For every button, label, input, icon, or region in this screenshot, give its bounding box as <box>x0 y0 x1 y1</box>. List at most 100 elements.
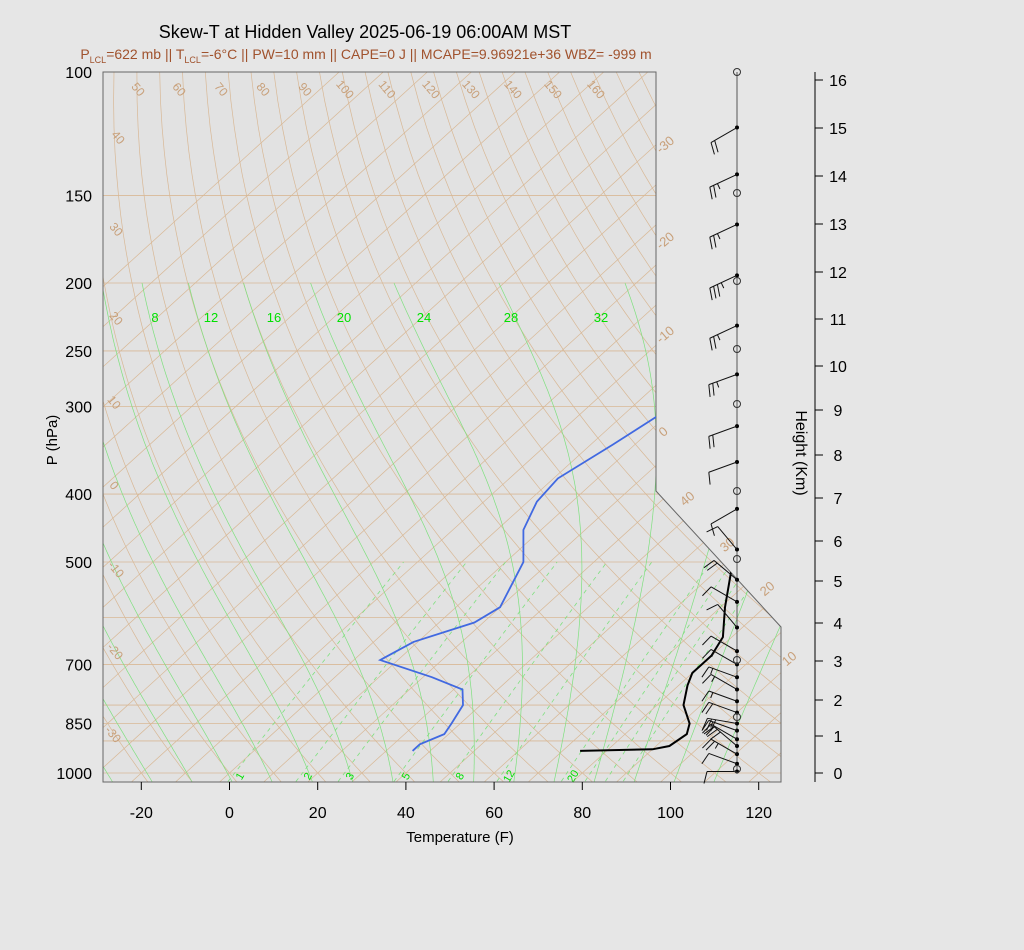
isotherm-label: -30 <box>653 133 677 157</box>
isotherm-label: -10 <box>653 323 677 347</box>
wind-barb-staff <box>710 723 738 740</box>
moist-adiabat-line <box>498 282 583 782</box>
dry-adiabat-line <box>227 72 645 782</box>
wind-barb-flag <box>710 731 721 740</box>
isotherm-line <box>748 72 781 782</box>
isotherm-line <box>103 72 737 782</box>
chart-subtitle: PLCL=622 mb || TLCL=-6°C || PW=10 mm || … <box>80 46 651 65</box>
moist-adiabat-line <box>141 282 355 782</box>
dry-adiabat-line <box>103 72 198 782</box>
isotherm-line <box>483 72 781 782</box>
wind-barb-flag <box>710 719 717 732</box>
mixing-ratio-bottom-label: 5 <box>400 771 413 782</box>
wind-barb-half-flag <box>716 381 720 388</box>
wind-barb-flag <box>702 649 712 659</box>
height-tick-label: 9 <box>834 403 843 420</box>
moist-adiabat-line <box>393 282 523 782</box>
wind-barb-flag <box>701 690 710 702</box>
mixing-ratio-top-label: 16 <box>267 310 281 325</box>
dry-adiabat-line <box>136 72 466 782</box>
wind-barb-flag <box>706 728 718 738</box>
wind-barb-flag <box>701 718 708 730</box>
wind-level-ring <box>733 713 741 721</box>
dry-adiabat-line <box>341 72 781 782</box>
height-tick-label: 1 <box>834 729 843 746</box>
wind-barb-flag <box>702 635 712 646</box>
height-tick-label: 6 <box>834 534 843 551</box>
height-tick-label: 3 <box>834 654 843 671</box>
moist-adiabat-line <box>711 282 781 782</box>
pressure-tick-label: 150 <box>65 188 92 205</box>
height-tick-label: 8 <box>834 448 843 465</box>
mixing-ratio-line <box>618 561 768 782</box>
mixing-ratio-top-label: 28 <box>504 310 518 325</box>
wind-barb-half-flag <box>714 743 719 749</box>
isotherm-line <box>219 72 781 782</box>
height-tick-label: 5 <box>834 574 843 591</box>
mixing-ratio-line <box>580 561 733 782</box>
wind-barb-half-flag <box>716 334 721 341</box>
background-line-labels: 8 12 16 20 24 28 321 2 3 5 8 12 20403020100-10-20-30… <box>102 77 799 785</box>
x-axis-label: Temperature (F) <box>406 829 514 846</box>
wind-barb-half-flag <box>711 651 716 657</box>
dry-adiabat-line <box>433 72 781 782</box>
height-tick-label: 0 <box>834 766 843 783</box>
dry-adiabat-line <box>296 72 779 782</box>
isotherm-line <box>103 72 384 782</box>
moist-adiabat-line <box>310 282 475 782</box>
wind-barb-flag <box>709 287 713 301</box>
wind-barb-staff <box>717 526 738 550</box>
dry-adiabat-line <box>478 72 781 782</box>
wind-barb-flag <box>702 738 712 749</box>
pressure-tick-label: 1000 <box>56 766 92 783</box>
wind-barb-flag <box>702 586 712 597</box>
x-tick-label: -20 <box>130 805 153 822</box>
mixing-ratio-bottom-label: 1 <box>234 771 247 782</box>
wind-barb-staff <box>717 604 738 628</box>
isotherm-label: 20 <box>757 578 778 599</box>
wind-barb-flag <box>702 723 712 734</box>
wind-barb-flag <box>705 740 716 751</box>
dry-adiabat-line <box>775 72 781 782</box>
wind-level-ring <box>733 656 741 664</box>
wind-barb-flag <box>709 338 713 351</box>
wind-barb-staff <box>710 508 738 525</box>
isotherm-label: 10 <box>779 648 800 669</box>
mixing-ratio-line <box>443 561 608 782</box>
x-tick-label: 40 <box>397 805 415 822</box>
dry-adiabat-line <box>364 72 781 782</box>
wind-level-dot <box>735 125 739 130</box>
wind-barb-staff <box>710 635 738 652</box>
pressure-tick-label: 200 <box>65 276 92 293</box>
pressure-tick-label: 700 <box>65 657 92 674</box>
pressure-tick-label: 400 <box>65 487 92 504</box>
wind-barb-staff <box>710 586 738 603</box>
wind-barb-staff <box>707 717 738 725</box>
wind-barb-flag <box>708 472 711 485</box>
wind-barb-half-flag <box>720 282 725 289</box>
wind-barb-flag <box>703 560 715 569</box>
wind-barb-staff <box>710 674 738 690</box>
dry-adiabat-line <box>250 72 690 782</box>
wind-barb-staff <box>708 690 738 702</box>
mixing-ratio-top-label: 8 <box>151 310 158 325</box>
isotherm-line <box>103 72 516 782</box>
dry-adiabat-line <box>822 72 1024 788</box>
isotherm-line <box>395 72 781 782</box>
dry-adiabat-line <box>456 72 781 782</box>
mixing-ratio-bottom-label: 8 <box>454 771 467 782</box>
temperature-profile <box>580 72 781 752</box>
isotherm-line <box>103 72 693 782</box>
dry-adiabat-line <box>319 72 781 782</box>
wind-barb-flag <box>705 703 714 715</box>
moist-adiabat-line <box>103 282 196 782</box>
wind-barb-flag <box>708 384 711 398</box>
wind-barb-staff <box>713 726 738 747</box>
mixing-ratio-line <box>492 561 653 782</box>
wind-level-ring <box>733 189 741 197</box>
dry-adiabat-line <box>103 72 153 782</box>
wind-barb-flag <box>708 436 711 449</box>
wind-barb-flag <box>706 562 718 571</box>
mixing-ratio-bottom-label: 3 <box>344 771 357 782</box>
